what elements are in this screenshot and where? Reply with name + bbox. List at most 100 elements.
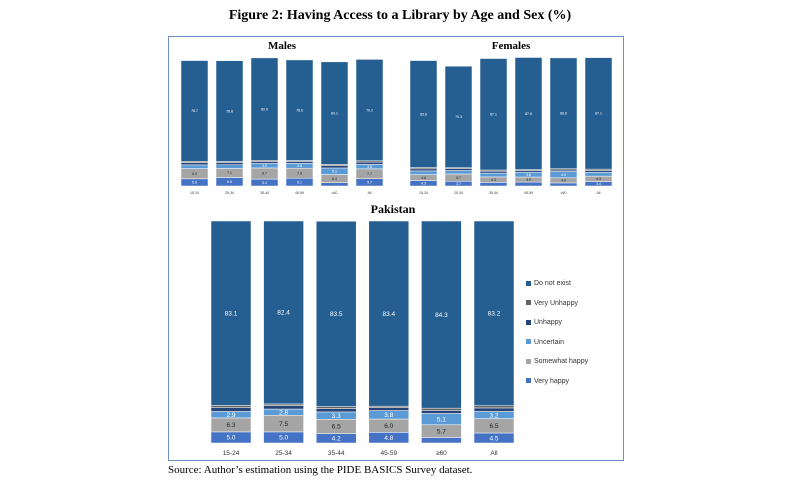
females-data-label: 3.7 — [456, 182, 461, 186]
pakistan-data-label: 2.8 — [279, 409, 288, 416]
males-bar-unhappy — [250, 161, 279, 164]
pakistan-bar-very-unhappy — [473, 405, 515, 409]
females-data-label: 87.1 — [595, 112, 602, 116]
males-bar-do-not-exist — [320, 61, 349, 165]
pakistan-data-label: 4.2 — [332, 436, 341, 443]
males-bar-uncertain — [180, 164, 209, 169]
males-title: Males — [268, 40, 297, 52]
females-tick-label: ≥60 — [561, 191, 567, 195]
females-data-label: 4.9 — [561, 173, 566, 177]
pakistan-data-label: 3.3 — [332, 413, 341, 420]
legend-label: Do not exist — [534, 280, 571, 287]
females-data-label: 3.9 — [526, 178, 531, 182]
males-data-label: 78.7 — [191, 109, 198, 113]
pakistan-data-label: 83.2 — [488, 311, 501, 318]
legend-swatch — [526, 339, 531, 345]
pakistan-bar-very-happy — [421, 437, 462, 444]
pakistan-data-label: 2.9 — [226, 412, 235, 419]
males-bar-do-not-exist — [215, 60, 244, 162]
males-bar-unhappy — [355, 161, 384, 165]
pakistan-bar-very-unhappy — [315, 406, 357, 409]
females-bar-do-not-exist — [479, 58, 508, 171]
males-tick-label: ≥60 — [332, 191, 338, 195]
females-bar-uncertain — [479, 172, 508, 178]
pakistan-data-label: 84.3 — [435, 312, 448, 319]
legend-swatch — [526, 319, 531, 325]
males-data-label: 6.1 — [297, 180, 302, 184]
females-data-label: 87.6 — [525, 112, 532, 116]
pakistan-data-label: 83.5 — [330, 311, 343, 318]
females-bar-very-happy — [479, 182, 508, 187]
males-bar-unhappy — [180, 162, 209, 166]
males-bar-very-happy — [320, 182, 349, 187]
females-bar-very-happy — [514, 181, 543, 187]
females-bar-unhappy — [409, 168, 438, 172]
pakistan-bar-do-not-exist — [210, 220, 252, 406]
pakistan-bar-unhappy — [368, 407, 410, 411]
males-data-label: 8.0 — [192, 172, 197, 176]
males-data-label: 5.1 — [332, 169, 337, 173]
legend-item: Very happy — [526, 378, 569, 385]
pakistan-data-label: 7.5 — [279, 421, 288, 428]
females-data-label: 3.8 — [526, 173, 531, 177]
females-bar-unhappy — [584, 170, 613, 173]
pakistan-bar-do-not-exist — [315, 220, 357, 407]
males-tick-label: 15-24 — [190, 191, 199, 195]
pakistan-title: Pakistan — [371, 202, 416, 216]
legend-item: Uncertain — [526, 339, 564, 346]
males-tick-label: 25-34 — [225, 191, 234, 195]
males-tick-label: 35-44 — [260, 191, 269, 195]
pakistan-bar-unhappy — [315, 408, 357, 413]
pakistan-data-label: 4.8 — [384, 435, 393, 442]
legend-swatch — [526, 280, 531, 286]
pakistan-data-label: 5.0 — [226, 435, 235, 442]
males-data-label: 7.7 — [367, 172, 372, 176]
pakistan-data-label: 4.5 — [489, 435, 498, 442]
females-data-label: 5.7 — [456, 176, 461, 180]
males-data-label: 6.6 — [227, 180, 232, 184]
pakistan-tick-label: 45-59 — [380, 450, 397, 457]
females-bar-do-not-exist — [444, 65, 473, 168]
males-data-label: 80.1 — [331, 111, 338, 115]
females-data-label: 4.0 — [561, 179, 566, 183]
females-title: Females — [492, 40, 531, 52]
legend-item: Very Unhappy — [526, 300, 578, 307]
pakistan-tick-label: 25-34 — [275, 450, 292, 457]
males-data-label: 6.4 — [332, 177, 337, 181]
females-bar-uncertain — [409, 170, 438, 175]
pakistan-data-label: 83.4 — [382, 311, 395, 318]
females-tick-label: All — [597, 191, 601, 195]
males-data-label: 5.6 — [192, 181, 197, 185]
pakistan-bar-unhappy — [473, 407, 515, 412]
legend-label: Very happy — [534, 377, 570, 385]
females-bar-unhappy — [479, 170, 508, 174]
females-bar-do-not-exist — [549, 57, 578, 169]
pakistan-bar-very-unhappy — [421, 407, 462, 411]
females-data-label: 87.1 — [490, 112, 497, 116]
females-bar-unhappy — [444, 168, 473, 171]
legend-item: Do not exist — [526, 280, 571, 287]
pakistan-bar-do-not-exist — [421, 220, 462, 409]
females-tick-label: 45-59 — [524, 191, 533, 195]
pakistan-tick-label: 15-24 — [223, 450, 240, 457]
females-data-label: 79.3 — [455, 115, 462, 119]
females-bar-do-not-exist — [409, 60, 438, 168]
females-data-label: 3.4 — [596, 182, 601, 186]
males-data-label: 3.5 — [367, 165, 372, 169]
pakistan-data-label: 6.5 — [332, 424, 341, 431]
males-data-label: 7.1 — [227, 171, 232, 175]
females-data-label: 83.6 — [420, 112, 427, 116]
males-bar-do-not-exist — [250, 57, 279, 161]
males-bar-unhappy — [320, 165, 349, 169]
females-tick-label: 35-44 — [489, 191, 498, 195]
pakistan-bar-do-not-exist — [263, 220, 304, 405]
chart-frame — [168, 36, 624, 461]
pakistan-data-label: 83.1 — [225, 311, 238, 318]
females-data-label: 4.3 — [491, 178, 496, 182]
females-data-label: 4.6 — [421, 176, 426, 180]
males-bar-uncertain — [215, 164, 244, 169]
source-note: Source: Author’s estimation using the PI… — [168, 464, 473, 476]
pakistan-data-label: 5.7 — [437, 428, 446, 435]
males-bar-do-not-exist — [180, 60, 209, 162]
